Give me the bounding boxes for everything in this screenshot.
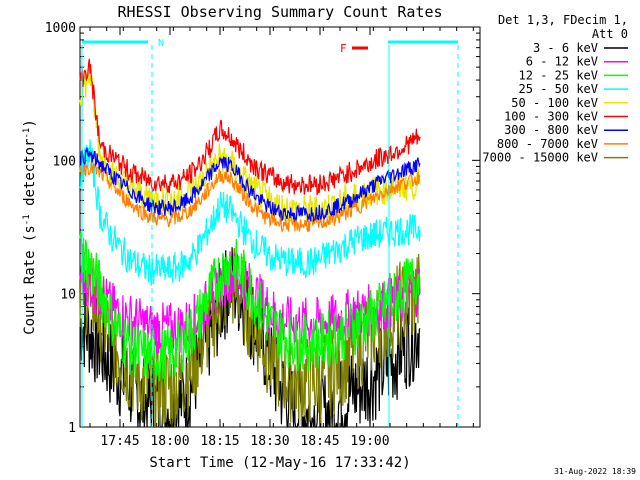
y-tick-label: 10 [60, 288, 76, 303]
legend-label-7: 300 - 800 keV [504, 123, 598, 137]
flare-flag: F [340, 42, 368, 55]
x-tick-label: 17:45 [100, 434, 139, 449]
flare-flag-label: F [340, 42, 347, 55]
legend-label-2: 6 - 12 keV [526, 55, 598, 69]
legend-label-9: 7000 - 15000 keV [482, 151, 598, 165]
y-axis-label: Count Rate (s-1 detector-1) [22, 119, 38, 335]
x-tick-label: 18:45 [300, 434, 339, 449]
night-flag-label: N [158, 38, 164, 49]
night-flag-bars: N [81, 38, 459, 427]
series-line-3 [79, 232, 421, 385]
legend-label-4: 25 - 50 keV [519, 82, 598, 96]
legend-label-1: 3 - 6 keV [533, 41, 598, 55]
series-layer [79, 58, 421, 429]
x-tick-label: 18:30 [250, 434, 289, 449]
series-line-6 [79, 58, 421, 197]
x-tick-label: 18:00 [150, 434, 189, 449]
legend-label-3: 12 - 25 keV [519, 68, 598, 82]
y-tick-label: 100 [53, 154, 76, 169]
legend-label-5: 50 - 100 keV [511, 96, 598, 110]
x-tick-label: 18:15 [200, 434, 239, 449]
generation-timestamp: 31-Aug-2022 18:39 [554, 467, 636, 476]
series-line-7 [79, 147, 421, 223]
x-tick-label: 19:00 [350, 434, 389, 449]
legend-label-6: 100 - 300 keV [504, 110, 598, 124]
x-axis-label: Start Time (12-May-16 17:33:42) [149, 455, 410, 471]
y-tick-label: 1000 [45, 21, 76, 36]
y-tick-label: 1 [68, 421, 76, 436]
legend-label-8: 800 - 7000 keV [497, 137, 598, 151]
legend-title-line2: Att 0 [592, 27, 628, 41]
series-line-4 [79, 139, 421, 286]
legend-title-line1: Det 1,3, FDecim 1, [498, 13, 628, 27]
chart-title: RHESSI Observing Summary Count Rates [117, 3, 442, 21]
series-line-5 [79, 68, 421, 225]
series-line-8 [79, 159, 421, 233]
plot-frame [79, 26, 481, 428]
